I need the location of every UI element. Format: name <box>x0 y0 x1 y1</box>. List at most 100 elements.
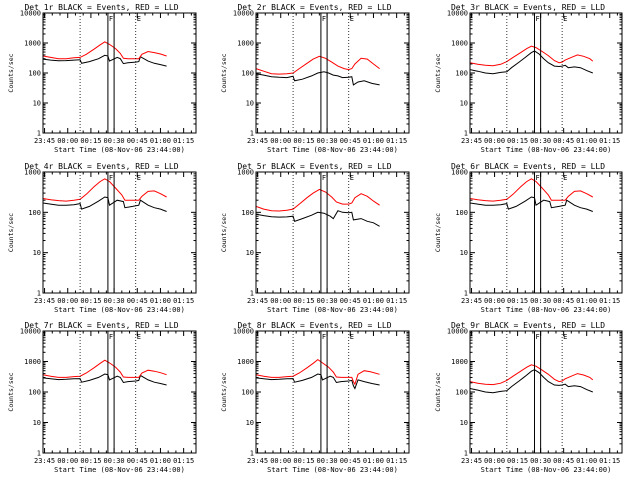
y-tick-label: 10 <box>33 419 41 427</box>
x-tick-label: 00:45 <box>127 137 148 145</box>
flag-label-E: E <box>563 174 567 182</box>
x-tick-label: 01:15 <box>386 137 407 145</box>
x-tick-label: 01:00 <box>150 297 171 305</box>
x-tick-label: 01:15 <box>599 297 620 305</box>
y-tick-label: 1 <box>37 290 41 298</box>
series-line-1 <box>255 71 380 86</box>
x-tick-label: 01:15 <box>599 457 620 465</box>
x-tick-label: 00:15 <box>80 297 101 305</box>
x-tick-label: 23:45 <box>34 457 55 465</box>
x-tick-label: 00:45 <box>340 137 361 145</box>
series-line-1 <box>42 373 167 386</box>
chart-title: Det 6r BLACK = Events, RED = LLD <box>451 162 605 171</box>
x-tick-label: 01:00 <box>363 457 384 465</box>
x-axis-label: Start Time (08-Nov-06 23:44:00) <box>481 466 612 474</box>
chart-title: Det 1r BLACK = Events, RED = LLD <box>24 3 178 12</box>
flag-label-F: F <box>109 333 113 341</box>
series-line-1 <box>42 196 167 212</box>
y-axis-label: Counts/sec <box>434 53 442 92</box>
x-tick-label: 01:15 <box>599 137 620 145</box>
plot-frame <box>42 330 197 454</box>
x-tick-label: 00:30 <box>530 457 551 465</box>
flag-label-F: F <box>535 333 539 341</box>
y-axis-label: Counts/sec <box>434 213 442 252</box>
y-tick-label: 10 <box>246 249 254 257</box>
x-axis-label: Start Time (08-Nov-06 23:44:00) <box>54 466 185 474</box>
flag-label-F: F <box>535 15 539 23</box>
flag-label-F: F <box>535 174 539 182</box>
series-line-2 <box>255 188 380 212</box>
flag-label-E: E <box>563 15 567 23</box>
x-tick-label: 01:15 <box>386 457 407 465</box>
y-tick-label: 100 <box>455 70 468 78</box>
chart-panel-3: Det 3r BLACK = Events, RED = LLD F E 1 10 100… <box>434 3 623 154</box>
flag-label-F: F <box>109 174 113 182</box>
x-tick-label: 00:00 <box>484 137 505 145</box>
x-tick-label: 23:45 <box>34 297 55 305</box>
y-axis-label: Counts/sec <box>7 213 15 252</box>
x-tick-label: 00:15 <box>80 137 101 145</box>
y-tick-label: 1 <box>250 290 254 298</box>
y-tick-label: 10000 <box>447 328 468 336</box>
plot-frame <box>255 12 410 134</box>
x-tick-label: 00:15 <box>293 457 314 465</box>
x-axis-label: Start Time (08-Nov-06 23:44:00) <box>267 466 398 474</box>
x-tick-label: 01:00 <box>576 457 597 465</box>
x-tick-label: 00:45 <box>127 457 148 465</box>
x-tick-label: 00:00 <box>57 137 78 145</box>
y-tick-label: 1000 <box>24 169 41 177</box>
y-tick-label: 1 <box>250 130 254 138</box>
x-tick-label: 00:15 <box>507 457 528 465</box>
y-tick-label: 10000 <box>20 328 41 336</box>
x-axis-label: Start Time (08-Nov-06 23:44:00) <box>481 306 612 314</box>
y-tick-label: 100 <box>455 209 468 217</box>
y-axis-label: Counts/sec <box>434 372 442 411</box>
x-tick-label: 23:45 <box>461 457 482 465</box>
y-tick-label: 10 <box>33 249 41 257</box>
x-tick-label: 00:30 <box>317 297 338 305</box>
x-tick-label: 23:45 <box>461 137 482 145</box>
y-tick-label: 10 <box>33 100 41 108</box>
flag-label-E: E <box>350 174 354 182</box>
chart-panel-4: Det 4r BLACK = Events, RED = LLD F E 1 10 100… <box>7 162 197 314</box>
flag-label-F: F <box>322 333 326 341</box>
plot-frame <box>469 171 623 294</box>
chart-panel-7: Det 7r BLACK = Events, RED = LLD F E 1 10 100… <box>7 321 197 474</box>
x-tick-label: 00:15 <box>293 137 314 145</box>
y-tick-label: 100 <box>455 389 468 397</box>
flag-label-E: E <box>350 333 354 341</box>
chart-panel-1: Det 1r BLACK = Events, RED = LLD F E 1 10 100… <box>7 3 197 154</box>
chart-title: Det 2r BLACK = Events, RED = LLD <box>237 3 391 12</box>
x-tick-label: 00:45 <box>340 297 361 305</box>
y-tick-label: 100 <box>28 209 41 217</box>
y-tick-label: 10000 <box>233 328 254 336</box>
y-axis-label: Counts/sec <box>220 213 228 252</box>
x-tick-label: 00:00 <box>484 297 505 305</box>
y-axis-label: Counts/sec <box>220 372 228 411</box>
flag-label-E: E <box>137 333 141 341</box>
y-tick-label: 1 <box>37 450 41 458</box>
series-line-2 <box>42 41 167 60</box>
x-tick-label: 00:45 <box>553 297 574 305</box>
chart-panel-2: Det 2r BLACK = Events, RED = LLD F E 1 10 100… <box>220 3 410 154</box>
series-line-1 <box>469 369 593 394</box>
y-tick-label: 1 <box>464 290 468 298</box>
y-tick-label: 10000 <box>233 10 254 18</box>
x-axis-label: Start Time (08-Nov-06 23:44:00) <box>267 146 398 154</box>
x-tick-label: 00:00 <box>270 137 291 145</box>
chart-panel-8: Det 8r BLACK = Events, RED = LLD F E 1 10 100… <box>220 321 410 474</box>
x-tick-label: 01:15 <box>173 457 194 465</box>
x-tick-label: 01:15 <box>173 297 194 305</box>
x-axis-label: Start Time (08-Nov-06 23:44:00) <box>54 306 185 314</box>
flag-label-E: E <box>350 15 354 23</box>
chart-title: Det 4r BLACK = Events, RED = LLD <box>24 162 178 171</box>
x-tick-label: 23:45 <box>34 137 55 145</box>
y-tick-label: 100 <box>241 389 254 397</box>
flag-label-F: F <box>322 15 326 23</box>
x-tick-label: 23:45 <box>247 137 268 145</box>
x-tick-label: 01:15 <box>386 297 407 305</box>
x-tick-label: 00:45 <box>340 457 361 465</box>
x-tick-label: 00:15 <box>507 297 528 305</box>
flag-label-E: E <box>137 174 141 182</box>
